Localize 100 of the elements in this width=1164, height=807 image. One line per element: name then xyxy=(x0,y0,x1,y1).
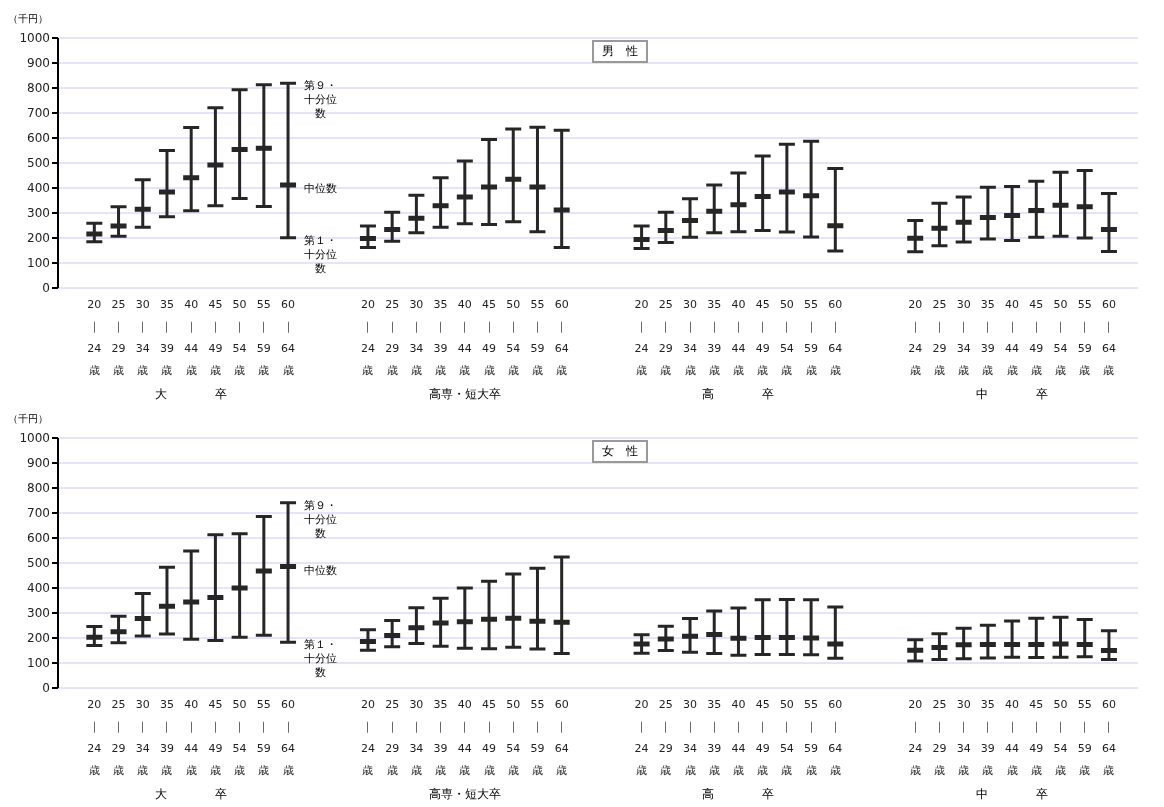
annotation: 第９・十分位数 xyxy=(302,78,338,121)
x-tick-label: 20 ｜ 24 歳 xyxy=(87,698,102,777)
x-tick-label: 30 ｜ 34 歳 xyxy=(409,698,424,777)
x-tick-label: 60 ｜ 64 歳 xyxy=(828,698,843,777)
y-tick-label: 400 xyxy=(27,581,50,596)
x-tick-label: 50 ｜ 54 歳 xyxy=(232,698,247,777)
x-tick-label: 20 ｜ 24 歳 xyxy=(634,298,649,377)
x-tick-label: 50 ｜ 54 歳 xyxy=(779,298,794,377)
text: 中 卒 xyxy=(975,786,1050,803)
x-tick-label: 30 ｜ 34 歳 xyxy=(135,698,150,777)
y-tick-label: 1000 xyxy=(19,431,50,446)
x-tick-label: 20 ｜ 24 歳 xyxy=(908,298,923,377)
x-tick-label: 25 ｜ 29 歳 xyxy=(385,298,400,377)
text: 高専・短大卒 xyxy=(427,386,502,403)
x-tick-label: 40 ｜ 44 歳 xyxy=(731,298,746,377)
x-tick-label: 55 ｜ 59 歳 xyxy=(530,698,545,777)
y-tick-label: 300 xyxy=(27,206,50,221)
annotation: 第９・十分位数 xyxy=(302,498,338,541)
x-tick-label: 45 ｜ 49 歳 xyxy=(1029,698,1044,777)
y-tick-label: 900 xyxy=(27,456,50,471)
x-tick-label: 50 ｜ 54 歳 xyxy=(1053,298,1068,377)
text: 大 卒 xyxy=(154,386,229,403)
x-tick-label: 60 ｜ 64 歳 xyxy=(554,298,569,377)
x-tick-label: 50 ｜ 54 歳 xyxy=(779,698,794,777)
x-tick-label: 60 ｜ 64 歳 xyxy=(554,698,569,777)
x-tick-label: 35 ｜ 39 歳 xyxy=(707,698,722,777)
y-axis-title: （千円） xyxy=(8,412,48,426)
text: 高 卒 xyxy=(701,786,776,803)
x-tick-label: 25 ｜ 29 歳 xyxy=(932,298,947,377)
y-tick-label: 600 xyxy=(27,531,50,546)
x-tick-label: 30 ｜ 34 歳 xyxy=(683,298,698,377)
x-tick-label: 55 ｜ 59 歳 xyxy=(256,298,271,377)
y-axis-title: （千円） xyxy=(8,12,48,26)
text: 男 性 xyxy=(591,40,648,63)
y-tick-label: 900 xyxy=(27,56,50,71)
y-tick-label: 1000 xyxy=(19,31,50,46)
x-tick-label: 30 ｜ 34 歳 xyxy=(409,298,424,377)
y-tick-label: 200 xyxy=(27,231,50,246)
x-tick-label: 25 ｜ 29 歳 xyxy=(932,698,947,777)
annotation: 中位数 xyxy=(302,181,338,196)
x-tick-label: 25 ｜ 29 歳 xyxy=(111,298,126,377)
x-tick-label: 45 ｜ 49 歳 xyxy=(755,698,770,777)
x-tick-label: 45 ｜ 49 歳 xyxy=(755,298,770,377)
x-tick-label: 45 ｜ 49 歳 xyxy=(1029,298,1044,377)
x-tick-label: 50 ｜ 54 歳 xyxy=(232,298,247,377)
x-tick-label: 35 ｜ 39 歳 xyxy=(433,298,448,377)
x-tick-label: 60 ｜ 64 歳 xyxy=(1101,698,1116,777)
y-tick-label: 400 xyxy=(27,181,50,196)
x-tick-label: 40 ｜ 44 歳 xyxy=(457,298,472,377)
y-tick-label: 0 xyxy=(42,681,50,696)
annotation: 中位数 xyxy=(302,563,338,578)
x-tick-label: 25 ｜ 29 歳 xyxy=(111,698,126,777)
x-tick-label: 50 ｜ 54 歳 xyxy=(1053,698,1068,777)
y-tick-label: 600 xyxy=(27,131,50,146)
x-tick-label: 55 ｜ 59 歳 xyxy=(1077,298,1092,377)
y-tick-label: 700 xyxy=(27,106,50,121)
y-tick-label: 300 xyxy=(27,606,50,621)
x-tick-label: 50 ｜ 54 歳 xyxy=(506,298,521,377)
y-tick-label: 700 xyxy=(27,506,50,521)
x-tick-label: 40 ｜ 44 歳 xyxy=(184,698,199,777)
x-tick-label: 45 ｜ 49 歳 xyxy=(208,298,223,377)
x-tick-label: 30 ｜ 34 歳 xyxy=(683,698,698,777)
x-tick-label: 60 ｜ 64 歳 xyxy=(281,698,296,777)
x-tick-label: 35 ｜ 39 歳 xyxy=(980,298,995,377)
x-tick-label: 20 ｜ 24 歳 xyxy=(360,298,375,377)
x-tick-label: 50 ｜ 54 歳 xyxy=(506,698,521,777)
x-tick-label: 55 ｜ 59 歳 xyxy=(530,298,545,377)
x-tick-label: 20 ｜ 24 歳 xyxy=(634,698,649,777)
x-tick-label: 25 ｜ 29 歳 xyxy=(658,298,673,377)
x-tick-label: 60 ｜ 64 歳 xyxy=(1101,298,1116,377)
x-tick-label: 55 ｜ 59 歳 xyxy=(804,698,819,777)
y-tick-label: 800 xyxy=(27,481,50,496)
x-tick-label: 45 ｜ 49 歳 xyxy=(208,698,223,777)
y-tick-label: 100 xyxy=(27,256,50,271)
text: 大 卒 xyxy=(154,786,229,803)
x-tick-label: 40 ｜ 44 歳 xyxy=(731,698,746,777)
annotation: 第１・十分位数 xyxy=(302,233,338,276)
x-tick-label: 60 ｜ 64 歳 xyxy=(281,298,296,377)
x-tick-label: 20 ｜ 24 歳 xyxy=(360,698,375,777)
y-tick-label: 800 xyxy=(27,81,50,96)
x-tick-label: 40 ｜ 44 歳 xyxy=(1005,298,1020,377)
x-tick-label: 35 ｜ 39 歳 xyxy=(159,698,174,777)
x-tick-label: 45 ｜ 49 歳 xyxy=(482,298,497,377)
x-tick-label: 30 ｜ 34 歳 xyxy=(956,298,971,377)
x-tick-label: 40 ｜ 44 歳 xyxy=(184,298,199,377)
x-tick-label: 40 ｜ 44 歳 xyxy=(1005,698,1020,777)
x-tick-label: 30 ｜ 34 歳 xyxy=(135,298,150,377)
y-tick-label: 0 xyxy=(42,281,50,296)
x-tick-label: 25 ｜ 29 歳 xyxy=(658,698,673,777)
x-tick-label: 35 ｜ 39 歳 xyxy=(159,298,174,377)
x-tick-label: 55 ｜ 59 歳 xyxy=(804,298,819,377)
y-tick-label: 500 xyxy=(27,156,50,171)
text: 高 卒 xyxy=(701,386,776,403)
x-tick-label: 20 ｜ 24 歳 xyxy=(87,298,102,377)
y-tick-label: 100 xyxy=(27,656,50,671)
text: 高専・短大卒 xyxy=(427,786,502,803)
y-tick-label: 200 xyxy=(27,631,50,646)
x-tick-label: 55 ｜ 59 歳 xyxy=(1077,698,1092,777)
y-tick-label: 500 xyxy=(27,556,50,571)
x-tick-label: 35 ｜ 39 歳 xyxy=(433,698,448,777)
